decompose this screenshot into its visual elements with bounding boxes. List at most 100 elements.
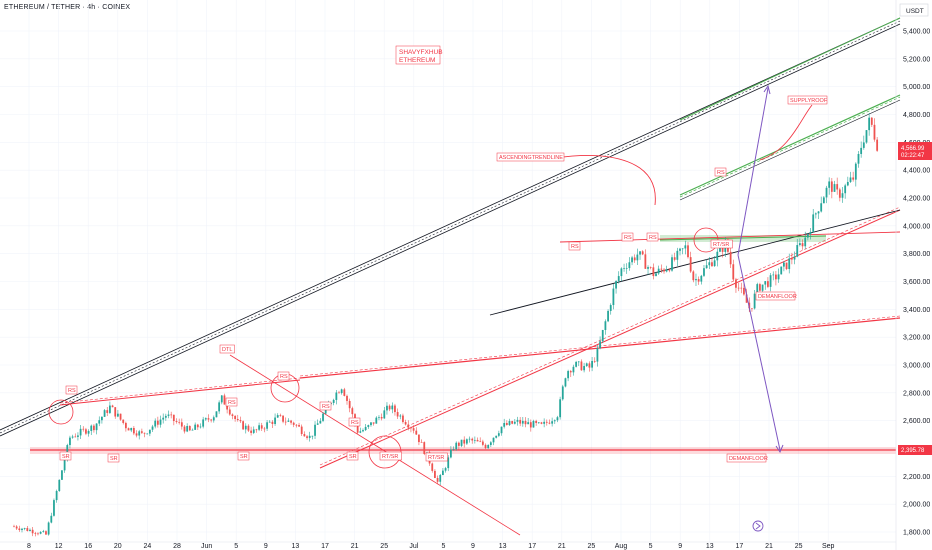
candle-body bbox=[745, 294, 748, 303]
candle-body bbox=[732, 264, 735, 280]
candle-body bbox=[444, 468, 447, 471]
candle-body bbox=[170, 414, 173, 416]
candle-body bbox=[412, 428, 415, 431]
annotation-tag: SR bbox=[59, 451, 72, 461]
candle-body bbox=[537, 422, 540, 424]
candle-body bbox=[308, 435, 311, 438]
candle-body bbox=[106, 410, 109, 413]
candle-body bbox=[860, 147, 863, 154]
candle-body bbox=[535, 420, 538, 423]
time-tick-label: 21 bbox=[558, 543, 566, 550]
candle-body bbox=[58, 479, 61, 492]
price-tick-label: 4,200.00 bbox=[903, 196, 930, 203]
candle-body bbox=[798, 243, 801, 246]
annotation-tag: SR bbox=[107, 453, 120, 463]
candle-body bbox=[785, 262, 788, 270]
candle-body bbox=[132, 427, 135, 434]
candle-body bbox=[599, 341, 601, 349]
candle-body bbox=[263, 428, 266, 430]
candle-body bbox=[492, 437, 495, 443]
candle-body bbox=[340, 389, 343, 394]
price-tick-label: 2,800.00 bbox=[903, 390, 930, 397]
annotation-tag-text: ASCENDINGTRENDLINE bbox=[499, 155, 563, 161]
red-horizontal-resistance bbox=[559, 231, 901, 243]
candle-body bbox=[711, 262, 713, 267]
annotation-tag-text: RS bbox=[228, 400, 236, 406]
candle-body bbox=[362, 430, 364, 432]
candle-body bbox=[868, 117, 871, 131]
annotation-tag-text: RS bbox=[571, 244, 579, 250]
price-tick-label: 2,000.00 bbox=[903, 502, 930, 509]
candle-body bbox=[700, 275, 703, 282]
time-tick-label: Jun bbox=[201, 543, 212, 550]
candle-body bbox=[476, 439, 479, 442]
candle-body bbox=[852, 177, 855, 180]
candle-body bbox=[564, 378, 567, 387]
candle-body bbox=[135, 433, 138, 436]
candle-body bbox=[447, 457, 450, 469]
annotation-tag: RS bbox=[646, 232, 659, 242]
candle-body bbox=[665, 269, 668, 272]
candle-body bbox=[833, 184, 836, 192]
candle-body bbox=[322, 413, 324, 421]
candle-body bbox=[39, 531, 42, 534]
candle-body bbox=[116, 413, 119, 417]
supply-roof-line-2 bbox=[679, 99, 901, 201]
candle-body bbox=[612, 288, 615, 306]
candle-body bbox=[636, 254, 639, 261]
countdown-text: 02:22:47 bbox=[901, 153, 925, 159]
candle-body bbox=[111, 405, 114, 408]
candle-body bbox=[234, 416, 237, 419]
candle-body bbox=[50, 515, 53, 523]
time-axis[interactable]: 8 12 16 20 24 28 Jun 5 9 13 17 21 25 Jul 5 9 13 17 21 25 Aug… bbox=[0, 541, 896, 550]
candle-body bbox=[63, 459, 66, 471]
candle-body bbox=[575, 361, 578, 367]
candle-body bbox=[202, 419, 205, 427]
candle-body bbox=[143, 432, 146, 434]
candle-body bbox=[759, 284, 761, 291]
candle-body bbox=[751, 308, 753, 310]
candle-body bbox=[351, 408, 354, 415]
candle-body bbox=[822, 197, 825, 204]
purple-arrow-head-up bbox=[763, 84, 771, 95]
time-tick-label: 5 bbox=[441, 543, 445, 550]
annotation-tag: RS bbox=[319, 401, 332, 411]
candle-body bbox=[809, 231, 812, 235]
red-curve-ascending bbox=[554, 155, 656, 206]
candle-body bbox=[159, 419, 162, 425]
candle-body bbox=[625, 268, 628, 269]
time-tick-label: 5 bbox=[234, 543, 238, 550]
price-axis[interactable]: 1,800.002,000.002,200.002,400.002,600.00… bbox=[895, 0, 930, 550]
candle-body bbox=[548, 422, 551, 424]
annotation-tag: RS bbox=[65, 385, 78, 395]
candle-body bbox=[191, 429, 194, 431]
candle-body bbox=[681, 248, 684, 250]
candle-body bbox=[372, 422, 375, 424]
candle-body bbox=[775, 274, 777, 280]
candle-body bbox=[140, 431, 143, 433]
candle-body bbox=[790, 258, 793, 260]
candle-body bbox=[391, 405, 394, 410]
replay-icon[interactable] bbox=[752, 520, 764, 532]
candle-body bbox=[423, 442, 426, 454]
candle-body bbox=[814, 213, 817, 215]
candle-body bbox=[399, 415, 402, 417]
channel-top-green bbox=[679, 17, 901, 121]
candle-body bbox=[487, 444, 490, 449]
candle-body bbox=[148, 429, 151, 434]
candle-body bbox=[29, 529, 31, 531]
supply-roof-line bbox=[679, 94, 901, 196]
candle-body bbox=[593, 360, 596, 362]
candle-body bbox=[388, 405, 391, 410]
candle-body bbox=[314, 424, 316, 436]
candle-body bbox=[247, 425, 250, 431]
purple-projection-down bbox=[737, 254, 781, 451]
candle-body bbox=[820, 203, 823, 212]
annotation-tag: RT/SR bbox=[379, 451, 402, 461]
candle-body bbox=[34, 533, 37, 534]
candle-body bbox=[561, 386, 564, 400]
red-curve-supply bbox=[759, 104, 813, 161]
candle-body bbox=[729, 251, 732, 265]
channel-upper-line-2 bbox=[0, 23, 901, 437]
